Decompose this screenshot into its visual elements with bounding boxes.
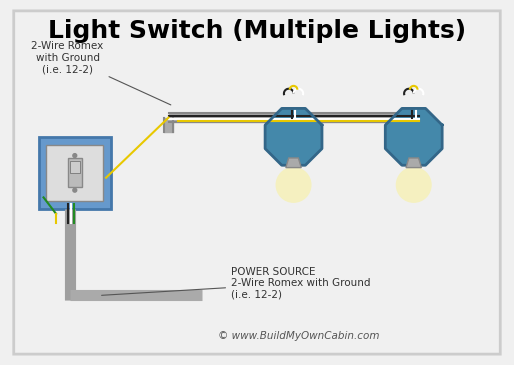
Text: Light Switch (Multiple Lights): Light Switch (Multiple Lights) <box>48 19 466 43</box>
Circle shape <box>73 154 77 158</box>
FancyBboxPatch shape <box>39 137 111 209</box>
Polygon shape <box>286 158 301 168</box>
Polygon shape <box>265 108 322 165</box>
Circle shape <box>396 168 431 202</box>
Polygon shape <box>406 158 421 168</box>
Circle shape <box>276 168 311 202</box>
Text: 2-Wire Romex
with Ground
(i.e. 12-2): 2-Wire Romex with Ground (i.e. 12-2) <box>31 41 171 105</box>
Polygon shape <box>386 108 442 165</box>
Text: © www.BuildMyOwnCabin.com: © www.BuildMyOwnCabin.com <box>217 331 379 341</box>
FancyBboxPatch shape <box>14 11 500 354</box>
Circle shape <box>73 188 77 192</box>
Bar <box>68 158 82 187</box>
Bar <box>46 145 103 201</box>
Bar <box>70 161 80 173</box>
Text: POWER SOURCE
2-Wire Romex with Ground
(i.e. 12-2): POWER SOURCE 2-Wire Romex with Ground (i… <box>102 267 371 300</box>
